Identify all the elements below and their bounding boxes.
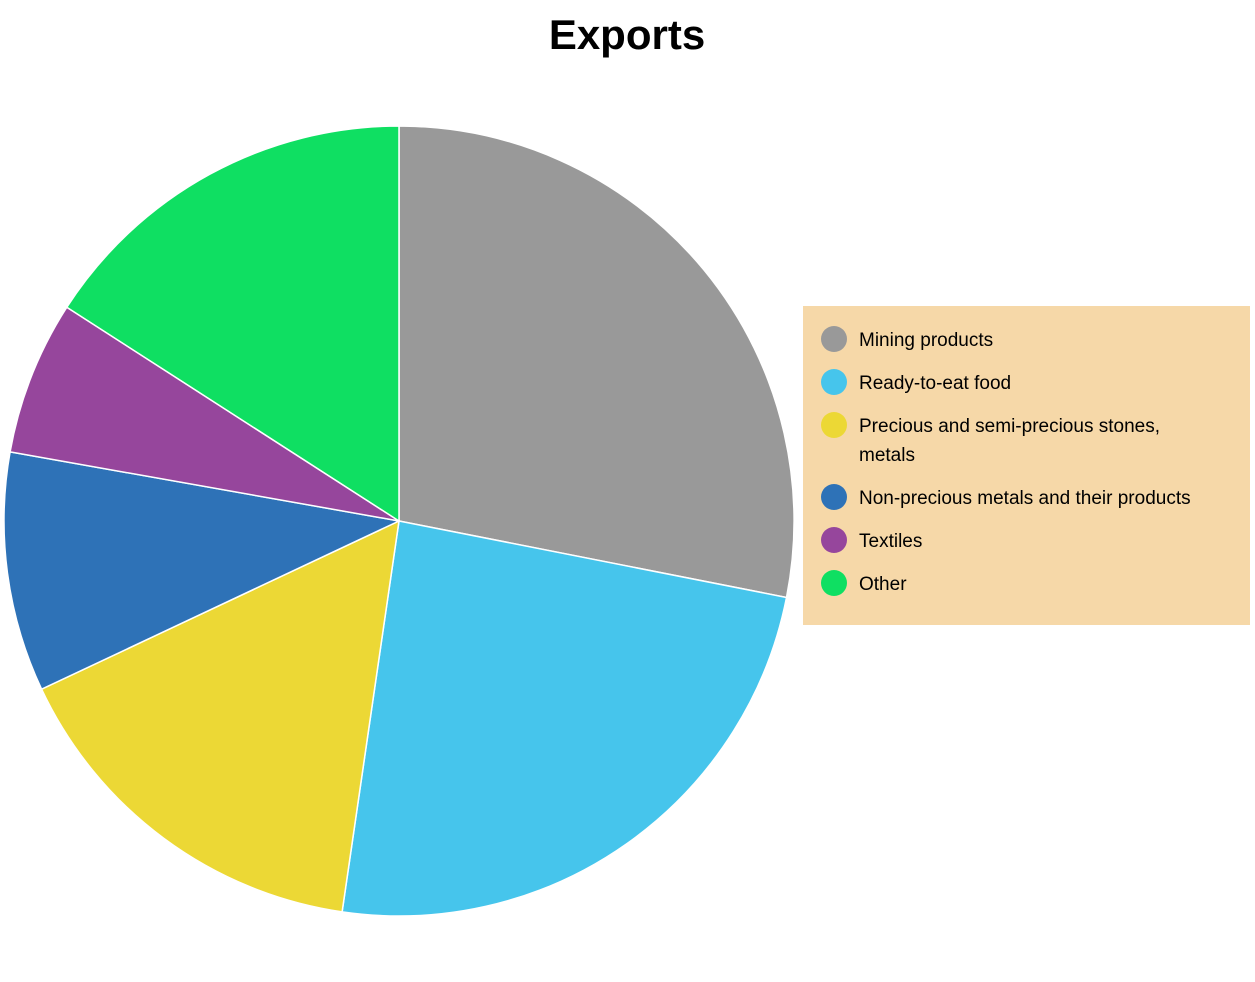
legend-item: Mining products — [821, 326, 1238, 355]
pie-slice — [65, 125, 400, 523]
legend-marker — [821, 527, 847, 553]
legend: Mining products Ready-to-eat food Precious… — [803, 306, 1250, 625]
pie-slice — [341, 520, 788, 917]
legend-label: Mining products — [859, 330, 994, 351]
legend-marker — [821, 484, 847, 510]
legend-marker — [821, 570, 847, 596]
legend-label: Other — [859, 574, 907, 595]
legend-item: Non-precious metals and their products — [821, 484, 1238, 513]
legend-marker — [821, 412, 847, 438]
legend-item: Textiles — [821, 527, 1238, 556]
chart-title: Exports — [549, 11, 705, 58]
pie-slice — [40, 519, 400, 913]
legend-item: Other — [821, 570, 1238, 599]
legend-label: Ready-to-eat food — [859, 373, 1012, 394]
legend-item: Ready-to-eat food — [821, 369, 1238, 398]
legend-marker — [821, 369, 847, 395]
legend-label: Precious and semi-precious stones, metal… — [859, 416, 1160, 466]
legend-item: Precious and semi-precious stones, metal… — [821, 412, 1238, 470]
legend-marker — [821, 326, 847, 352]
legend-label: Textiles — [859, 531, 923, 552]
pie-slice — [398, 125, 795, 599]
pie-slice — [3, 450, 402, 691]
pie-slice — [9, 306, 400, 522]
legend-label: Non-precious metals and their products — [859, 488, 1191, 509]
